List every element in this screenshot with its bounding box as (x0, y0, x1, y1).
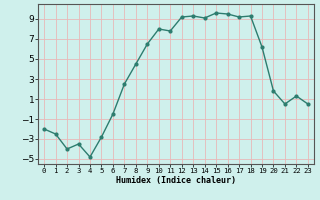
X-axis label: Humidex (Indice chaleur): Humidex (Indice chaleur) (116, 176, 236, 185)
